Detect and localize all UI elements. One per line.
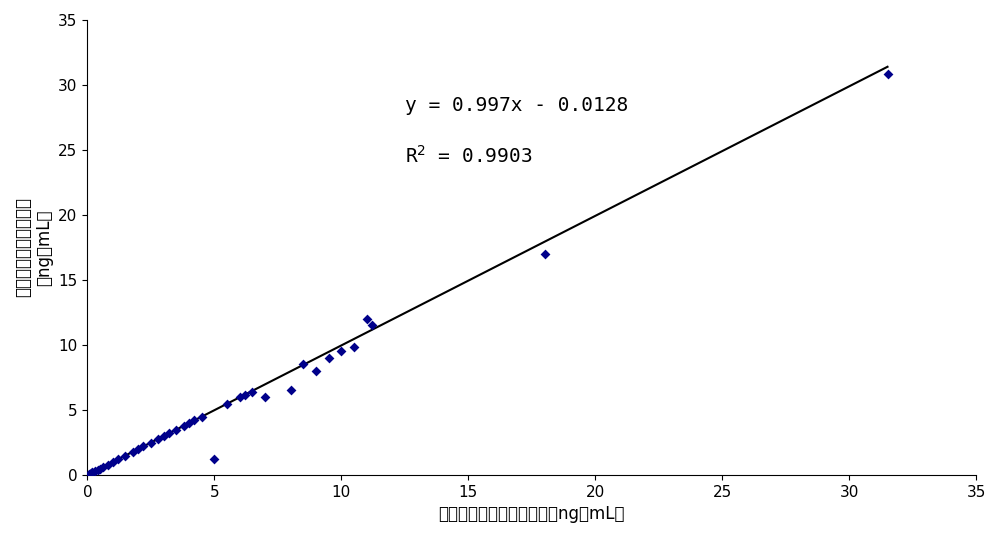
Point	[364, 321, 380, 330]
Point	[92, 465, 108, 473]
Point	[150, 434, 166, 443]
Point	[257, 393, 273, 401]
Point	[81, 470, 97, 478]
Point	[244, 388, 260, 396]
Point	[82, 469, 98, 478]
Point	[176, 422, 192, 430]
Point	[186, 416, 202, 425]
Point	[100, 460, 116, 469]
Point	[237, 390, 253, 399]
Point	[105, 458, 121, 467]
Point	[125, 447, 141, 456]
X-axis label: 化学发光方法检测样本値（ng／mL）: 化学发光方法检测样本値（ng／mL）	[439, 505, 625, 523]
Point	[95, 463, 111, 471]
Text: y = 0.997x - 0.0128: y = 0.997x - 0.0128	[405, 96, 628, 115]
Point	[537, 250, 553, 258]
Point	[117, 451, 133, 460]
Point	[194, 412, 210, 421]
Point	[359, 315, 375, 323]
Y-axis label: 本发明方法检测样本値
（ng／mL）: 本发明方法检测样本値 （ng／mL）	[14, 198, 53, 297]
Point	[143, 438, 159, 447]
Point	[84, 468, 100, 477]
Point	[90, 466, 106, 474]
Point	[308, 367, 324, 375]
Point	[880, 70, 896, 79]
Point	[333, 347, 349, 355]
Point	[161, 429, 177, 438]
Point	[219, 400, 235, 408]
Point	[156, 432, 172, 440]
Point	[232, 393, 248, 401]
Point	[87, 467, 103, 475]
Point	[283, 386, 299, 395]
Point	[83, 469, 99, 477]
Text: R$^2$ = 0.9903: R$^2$ = 0.9903	[405, 145, 532, 167]
Point	[181, 419, 197, 427]
Point	[346, 343, 362, 352]
Point	[135, 442, 151, 451]
Point	[168, 425, 184, 434]
Point	[206, 455, 222, 463]
Point	[321, 353, 337, 362]
Point	[130, 445, 146, 454]
Point	[295, 360, 311, 368]
Point	[110, 455, 126, 464]
